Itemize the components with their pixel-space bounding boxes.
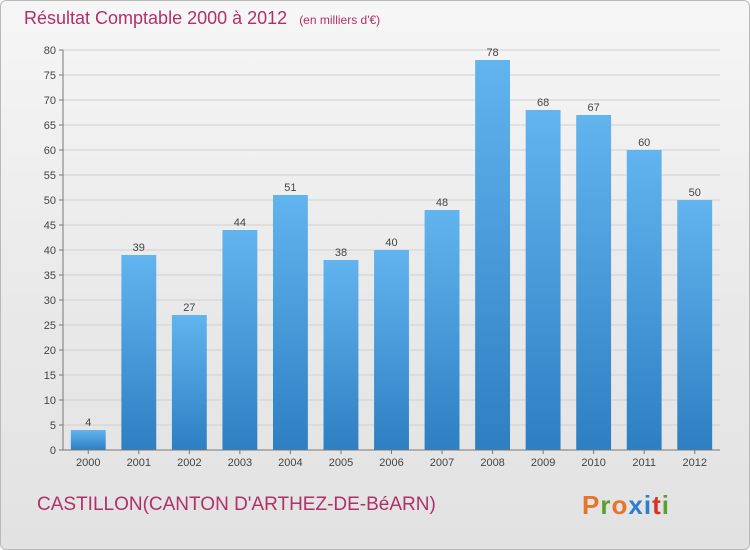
bar-2009 [525,110,561,450]
y-tick-label: 5 [50,420,56,432]
x-tick-label-2012: 2012 [682,457,706,469]
x-tick-label-2004: 2004 [278,457,302,469]
bars: 4 39 27 44 51 38 40 48 78 68 67 60 50 [70,47,713,450]
x-tick-label-2002: 2002 [177,457,201,469]
x-tick-label-2003: 2003 [228,457,252,469]
logo-letter: i [643,490,653,520]
x-tick-label-2011: 2011 [632,457,656,469]
logo-letter: x [628,490,644,520]
bar-2006 [374,250,409,450]
bar-2003 [222,230,258,450]
value-label-2010: 67 [588,102,600,114]
y-tick-label: 40 [44,245,56,257]
x-tick-label-2000: 2000 [76,457,100,469]
value-label-2004: 51 [284,182,296,194]
commune-name: CASTILLON(CANTON D'ARTHEZ-DE-BéARN) [37,494,436,515]
value-label-2005: 38 [335,247,347,259]
logo-letter: t [652,490,662,520]
y-tick-label: 45 [44,220,56,232]
value-label-2006: 40 [385,237,397,249]
chart-title: Résultat Comptable 2000 à 2012 (en millie… [24,8,380,29]
x-tick-label-2006: 2006 [379,457,403,469]
value-label-2011: 60 [638,137,650,149]
y-tick-label: 25 [44,320,56,332]
logo-letter: o [611,490,629,520]
y-tick-label: 50 [44,195,56,207]
y-tick-label: 10 [44,395,56,407]
y-tick-label: 80 [44,45,56,57]
proxiti-logo[interactable]: Proxiti [582,490,670,521]
logo-letter: P [582,490,601,520]
chart-title-text: Résultat Comptable 2000 à 2012 [24,8,288,28]
x-tick-label-2010: 2010 [581,457,605,469]
y-tick-label: 60 [44,145,56,157]
y-tick-label: 55 [44,170,56,182]
value-label-2002: 27 [183,302,195,314]
y-tick-label: 75 [44,70,56,82]
value-label-2003: 44 [234,217,246,229]
logo-letter: r [600,490,612,520]
x-tick-label-2009: 2009 [531,457,555,469]
value-label-2001: 39 [133,242,145,254]
value-label-2009: 68 [537,97,549,109]
logo-letter: i [661,490,670,520]
bar-2007 [424,210,460,450]
bar-2010 [576,115,612,450]
x-tick-label-2008: 2008 [480,457,504,469]
bar-2008 [475,60,511,450]
bar-2001 [121,255,157,450]
x-tick-label-2001: 2001 [127,457,151,469]
value-label-2007: 48 [436,197,448,209]
value-label-2000: 4 [85,417,91,429]
y-tick-label: 15 [44,370,56,382]
value-label-2008: 78 [486,47,498,59]
x-tick-label-2007: 2007 [430,457,454,469]
y-tick-label: 65 [44,120,56,132]
bar-2012 [677,200,713,450]
y-tick-label: 35 [44,270,56,282]
bar-2004 [272,195,308,450]
value-label-2012: 50 [689,187,701,199]
y-tick-label: 20 [44,345,56,357]
chart-subtitle: (en milliers d'€) [299,13,381,27]
bar-2011 [626,150,662,450]
y-tick-label: 30 [44,295,56,307]
y-tick-label: 0 [50,445,56,457]
x-tick-label-2005: 2005 [329,457,353,469]
bar-2005 [323,260,359,450]
y-tick-label: 70 [44,95,56,107]
axes: 0 5 10 15 20 25 30 35 40 45 50 55 60 65 70 75 80 2000 2001… [44,45,720,469]
bar-2002 [171,315,207,450]
bar-2000 [70,430,106,450]
